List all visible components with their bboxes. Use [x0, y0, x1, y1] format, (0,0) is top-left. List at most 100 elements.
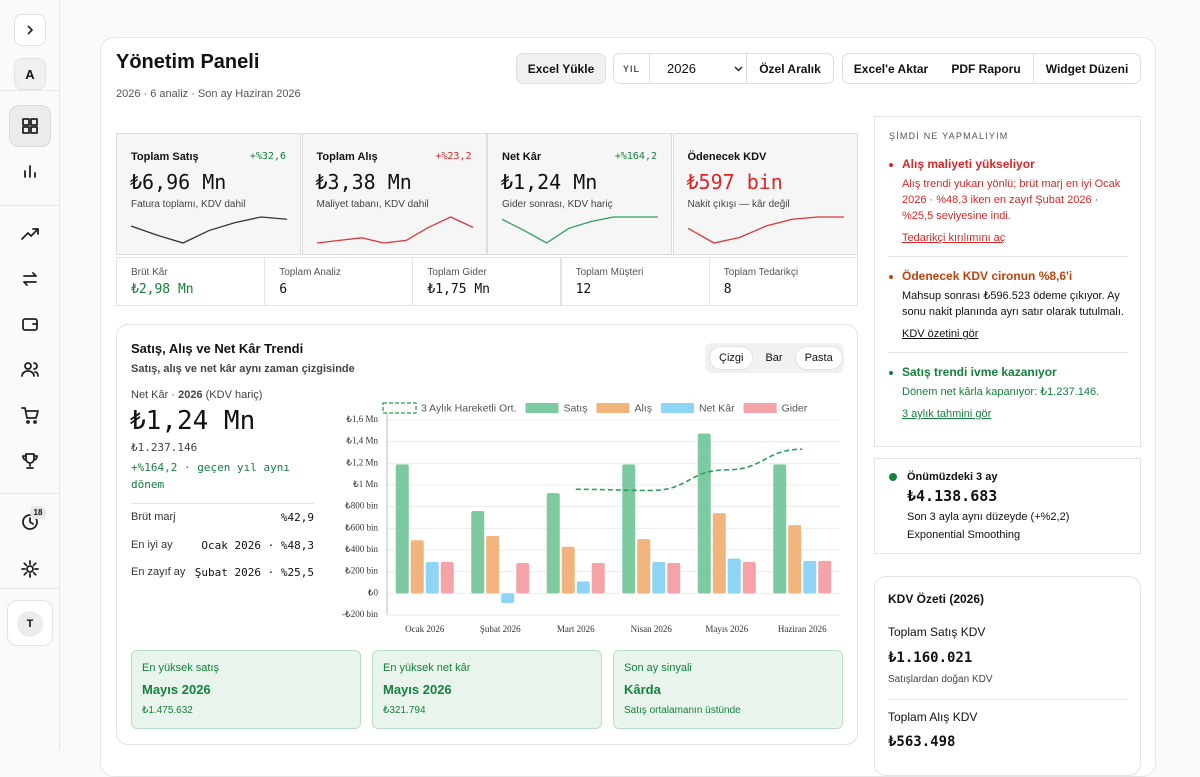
legend-swatch — [743, 403, 777, 413]
active-nav[interactable] — [9, 105, 51, 147]
metric-value: ₺1,24 Mn — [130, 406, 256, 436]
chart-subtitle: Satış, alış ve net kâr aynı zaman çizgis… — [131, 363, 355, 375]
highlight-value: Kârda — [624, 682, 661, 697]
bar-chart: -₺200 bin ₺0 ₺200 bin ₺400 bin ₺600 bin ₺800 … — [342, 402, 840, 634]
trend-icon[interactable] — [20, 224, 40, 244]
separator — [0, 205, 60, 206]
year-label: YIL — [613, 53, 649, 84]
metric-label: Net Kâr · 2026 (KDV hariç) — [131, 389, 262, 401]
kpi-card: Ödenecek KDV ₺597 bin Nakit çıkışı — kâr d… — [672, 133, 858, 255]
metric-year: 2026 — [178, 389, 203, 401]
highlight-card: En yüksek satış Mayıs 2026 ₺1.475.632 — [131, 650, 361, 729]
bar — [486, 535, 500, 594]
users-icon[interactable] — [20, 359, 40, 379]
bar — [471, 511, 485, 594]
chart-title: Satış, Alış ve Net Kâr Trendi — [131, 341, 304, 356]
widget-button[interactable]: Widget Düzeni — [1033, 53, 1141, 84]
kpi-change: +%23,2 — [435, 151, 472, 162]
chart-tab[interactable]: Pasta — [794, 346, 843, 370]
reports-icon[interactable] — [20, 161, 40, 181]
year-select[interactable]: 2026 — [649, 53, 747, 84]
forecast-panel — [874, 458, 1141, 554]
y-tick-label: ₺0 — [368, 587, 379, 597]
kpi-note: Gider sonrası, KDV hariç — [502, 199, 613, 210]
bar — [712, 513, 726, 594]
bar — [637, 539, 651, 594]
bar — [591, 563, 605, 594]
stat-value: ₺1,75 Mn — [427, 282, 491, 297]
forecast-title: Önümüzdeki 3 ay — [907, 471, 998, 483]
stat-label: Toplam Müşteri — [575, 267, 644, 278]
detail-label: En iyi ay — [131, 538, 173, 551]
legend-label: Satış — [564, 402, 588, 414]
bar — [516, 563, 530, 594]
chart-tab[interactable]: Bar — [765, 352, 783, 364]
upload-button[interactable]: Excel Yükle — [516, 53, 606, 84]
pdf-button[interactable]: PDF Raporu — [939, 53, 1034, 84]
bar — [742, 561, 756, 594]
action-item: Ödenecek KDV cironun %8,6'i Mahsup sonras… — [889, 257, 1127, 353]
bar — [803, 560, 817, 594]
highlight-card: Son ay sinyali Kârda Satış ortalamanın üst… — [613, 650, 843, 729]
legend-label: 3 Aylık Hareketli Ort. — [421, 402, 517, 414]
y-tick-label: ₺400 bin — [345, 544, 378, 554]
settings-icon[interactable] — [20, 559, 40, 579]
action-link[interactable]: Tedarikçi kırılımını aç — [902, 232, 1006, 244]
stat-value: 6 — [279, 282, 288, 297]
sparkline-line — [502, 216, 658, 244]
y-tick-label: ₺1,4 Mn — [346, 436, 378, 446]
action-dot — [889, 163, 893, 167]
bar — [561, 546, 575, 594]
wallet-icon[interactable] — [20, 314, 40, 334]
export-excel-button[interactable]: Excel'e Aktar — [842, 53, 940, 84]
chart-tabs: Çizgi Bar Pasta — [705, 343, 844, 373]
legend-swatch — [660, 403, 694, 413]
stat-card: Toplam Gider ₺1,75 Mn — [412, 257, 562, 306]
metric-name: Net Kâr · — [131, 389, 176, 401]
vat-value: ₺1.160.021 — [888, 650, 973, 666]
y-tick-label: ₺1 Mn — [353, 479, 378, 489]
sparkline — [316, 216, 473, 244]
bar — [425, 561, 439, 594]
cart-icon[interactable] — [20, 405, 40, 425]
stat-value: 8 — [723, 282, 732, 297]
y-tick-label: ₺600 bin — [345, 522, 378, 532]
bar — [440, 561, 454, 594]
trophy-icon[interactable] — [20, 451, 40, 471]
chart-tab[interactable]: Çizgi — [709, 346, 754, 370]
user-avatar[interactable]: T — [17, 611, 43, 637]
kpi-label: Toplam Alış — [316, 151, 378, 163]
action-item: Satış trendi ivme kazanıyor Dönem net kâr… — [889, 353, 1127, 432]
kpi-note: Fatura toplamı, KDV dahil — [131, 199, 246, 210]
separator — [131, 503, 314, 504]
metric-exact: ₺1.237.146 — [131, 441, 198, 454]
kpi-value: ₺1,24 Mn — [501, 170, 598, 194]
dashboard-icon[interactable] — [20, 116, 40, 136]
legend-swatch — [596, 403, 630, 413]
x-tick-label: Haziran 2026 — [778, 624, 827, 634]
transfer-icon[interactable] — [20, 269, 40, 289]
page-title: Yönetim Paneli — [116, 51, 260, 73]
expand-button[interactable] — [14, 14, 46, 46]
page-subtitle: 2026 · 6 analiz · Son ay Haziran 2026 — [116, 88, 301, 100]
separator — [0, 90, 60, 91]
highlight-value: Mayıs 2026 — [383, 682, 452, 697]
custom-range-button[interactable]: Özel Aralık — [747, 53, 834, 84]
bar — [818, 560, 832, 594]
metric-suffix: (KDV hariç) — [205, 389, 263, 401]
stat-card: Brüt Kâr ₺2,98 Mn — [116, 257, 265, 306]
action-link[interactable]: KDV özetini gör — [902, 328, 979, 340]
action-link[interactable]: 3 aylık tahmini gör — [902, 408, 992, 420]
legend-label: Net Kâr — [699, 402, 735, 414]
highlight-note: ₺1.475.632 — [142, 705, 193, 716]
vat-note: Satışlardan doğan KDV — [888, 674, 993, 685]
stat-label: Brüt Kâr — [131, 267, 168, 278]
x-tick-label: Ocak 2026 — [405, 624, 445, 634]
x-tick-label: Mart 2026 — [557, 624, 595, 634]
avatar[interactable]: A — [14, 58, 46, 90]
bar — [697, 433, 711, 594]
bar — [395, 464, 409, 594]
stat-label: Toplam Gider — [427, 267, 487, 278]
stat-value: ₺2,98 Mn — [131, 282, 194, 297]
highlight-label: Son ay sinyali — [624, 662, 692, 674]
